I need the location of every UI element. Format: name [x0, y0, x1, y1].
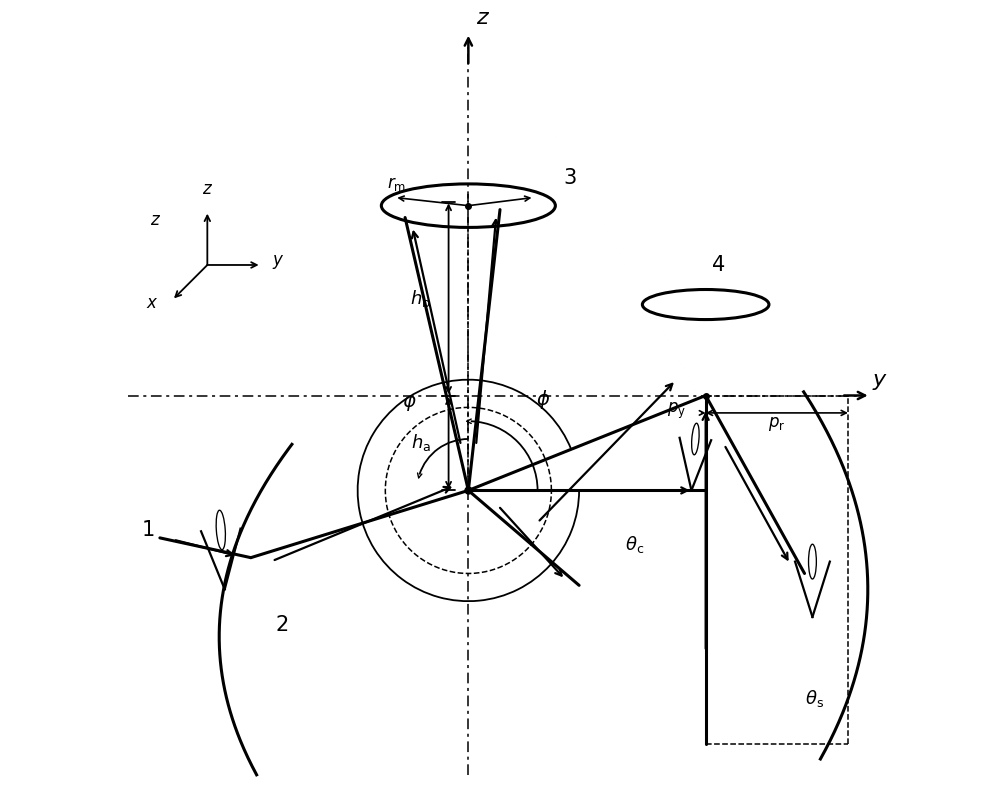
Text: $z$: $z$ [476, 8, 490, 28]
Text: $h_{\rm a}$: $h_{\rm a}$ [411, 433, 431, 453]
Text: $p_{\rm y}$: $p_{\rm y}$ [667, 401, 686, 421]
Text: $p_{\rm r}$: $p_{\rm r}$ [768, 415, 786, 433]
Text: $y$: $y$ [872, 372, 888, 392]
Text: $\varphi$: $\varphi$ [402, 395, 416, 414]
Text: 2: 2 [276, 615, 289, 635]
Text: 4: 4 [712, 255, 726, 275]
Text: $y$: $y$ [272, 253, 285, 271]
Text: $h_{\rm b}$: $h_{\rm b}$ [410, 288, 431, 309]
Text: 1: 1 [141, 520, 155, 540]
Text: $z$: $z$ [202, 180, 213, 198]
Text: $\phi$: $\phi$ [536, 388, 551, 411]
Text: $\theta_{\rm c}$: $\theta_{\rm c}$ [625, 534, 644, 554]
Text: $r_{\rm m}$: $r_{\rm m}$ [387, 176, 407, 193]
Text: 3: 3 [563, 168, 576, 188]
Text: $\theta_{\rm s}$: $\theta_{\rm s}$ [805, 688, 824, 709]
Text: $z$: $z$ [150, 211, 161, 229]
Text: $x$: $x$ [146, 294, 158, 312]
